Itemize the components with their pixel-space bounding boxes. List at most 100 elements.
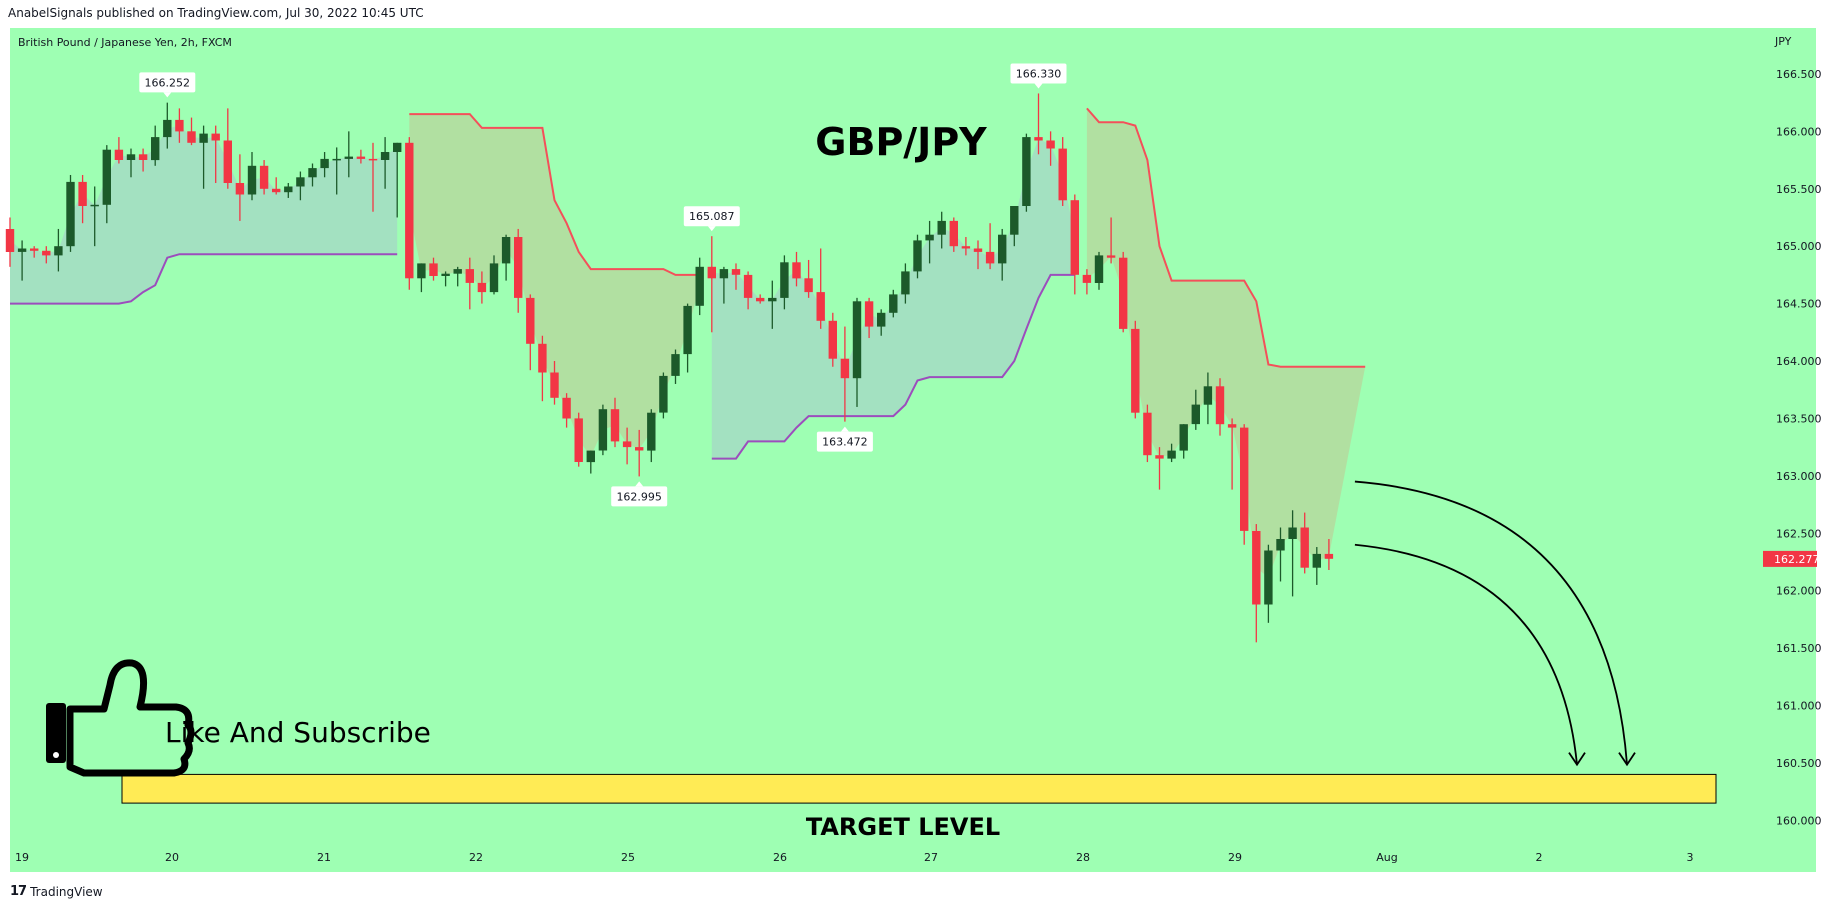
cta-text[interactable]: Like And Subscribe (165, 716, 431, 749)
candle-82[interactable] (998, 228, 1007, 281)
candle-70[interactable] (852, 297, 862, 407)
candle-40[interactable] (489, 255, 499, 295)
candle-5[interactable] (66, 174, 75, 252)
candle-31[interactable] (380, 137, 390, 189)
candle-29[interactable] (356, 149, 366, 164)
candle-48[interactable] (586, 450, 595, 474)
candle-102[interactable] (1240, 424, 1249, 545)
candle-66[interactable] (804, 259, 813, 298)
candle-99[interactable] (1203, 372, 1213, 425)
candle-95[interactable] (1155, 447, 1164, 490)
candle-92[interactable] (1119, 251, 1128, 333)
candle-103[interactable] (1252, 524, 1261, 643)
candle-2[interactable] (30, 246, 39, 258)
candle-0[interactable] (5, 217, 15, 267)
candle-51[interactable] (622, 427, 632, 465)
candle-22[interactable] (272, 177, 281, 195)
candle-47[interactable] (574, 412, 583, 467)
candle-75[interactable] (913, 234, 922, 279)
candle-109[interactable] (1324, 538, 1334, 570)
candle-23[interactable] (284, 183, 293, 198)
candle-87[interactable] (1058, 137, 1067, 206)
candle-6[interactable] (78, 174, 87, 224)
candle-10[interactable] (126, 148, 136, 178)
candle-42[interactable] (514, 228, 523, 313)
candle-39[interactable] (477, 271, 487, 304)
tradingview-brand[interactable]: 17 TradingView (10, 884, 103, 899)
candle-25[interactable] (308, 163, 317, 187)
candle-59[interactable] (719, 266, 729, 304)
candle-65[interactable] (792, 251, 801, 287)
candle-105[interactable] (1276, 527, 1285, 582)
candle-55[interactable] (671, 349, 680, 384)
candle-88[interactable] (1070, 194, 1079, 295)
candle-17[interactable] (211, 125, 220, 184)
candle-54[interactable] (659, 372, 668, 419)
candle-73[interactable] (889, 289, 898, 318)
candle-3[interactable] (42, 246, 51, 264)
candle-35[interactable] (429, 257, 438, 281)
candle-61[interactable] (743, 271, 753, 310)
candle-16[interactable] (199, 125, 208, 189)
candle-49[interactable] (598, 404, 608, 456)
candle-52[interactable] (635, 429, 644, 477)
candle-46[interactable] (562, 393, 571, 428)
candle-15[interactable] (187, 117, 196, 146)
candle-34[interactable] (417, 263, 426, 293)
candle-108[interactable] (1312, 547, 1321, 585)
candle-30[interactable] (368, 142, 378, 212)
candle-78[interactable] (949, 217, 958, 252)
candle-80[interactable] (973, 240, 983, 270)
candle-12[interactable] (151, 125, 160, 166)
candle-84[interactable] (1022, 133, 1031, 212)
candle-69[interactable] (840, 326, 850, 422)
candle-106[interactable] (1288, 510, 1297, 597)
target-zone[interactable] (121, 773, 1717, 804)
candle-93[interactable] (1131, 320, 1140, 419)
candle-11[interactable] (138, 148, 148, 172)
candle-56[interactable] (683, 303, 692, 373)
candle-76[interactable] (925, 220, 934, 264)
candle-63[interactable] (768, 280, 777, 329)
candle-28[interactable] (344, 131, 353, 178)
candle-58[interactable] (707, 236, 716, 333)
candle-27[interactable] (332, 147, 341, 195)
candle-37[interactable] (453, 266, 462, 287)
candle-71[interactable] (864, 297, 874, 339)
candle-96[interactable] (1167, 443, 1176, 463)
candle-9[interactable] (114, 137, 124, 164)
candle-107[interactable] (1300, 512, 1309, 574)
candle-62[interactable] (756, 294, 765, 304)
candle-45[interactable] (550, 361, 559, 405)
candle-44[interactable] (538, 335, 547, 402)
candle-68[interactable] (828, 312, 837, 367)
candle-7[interactable] (90, 186, 99, 247)
candle-90[interactable] (1094, 251, 1104, 290)
candle-4[interactable] (54, 228, 63, 272)
candle-77[interactable] (937, 211, 946, 249)
candle-85[interactable] (1034, 93, 1043, 155)
candle-81[interactable] (985, 223, 995, 270)
candle-74[interactable] (901, 263, 910, 304)
candle-50[interactable] (610, 397, 620, 448)
candle-24[interactable] (296, 171, 305, 201)
candle-79[interactable] (961, 236, 971, 256)
candle-21[interactable] (259, 160, 269, 195)
candle-86[interactable] (1046, 131, 1055, 166)
candle-91[interactable] (1106, 217, 1116, 264)
candle-1[interactable] (17, 240, 27, 281)
candle-89[interactable] (1082, 269, 1092, 295)
candle-100[interactable] (1215, 378, 1225, 436)
candle-83[interactable] (1010, 205, 1019, 247)
candle-98[interactable] (1191, 389, 1200, 430)
candle-64[interactable] (780, 255, 789, 310)
candle-43[interactable] (526, 294, 535, 371)
candle-97[interactable] (1179, 424, 1188, 459)
candle-33[interactable] (405, 137, 414, 290)
candle-8[interactable] (102, 145, 111, 224)
candle-14[interactable] (175, 108, 184, 143)
candle-104[interactable] (1264, 544, 1273, 623)
candle-38[interactable] (465, 257, 474, 310)
candle-101[interactable] (1227, 418, 1237, 490)
